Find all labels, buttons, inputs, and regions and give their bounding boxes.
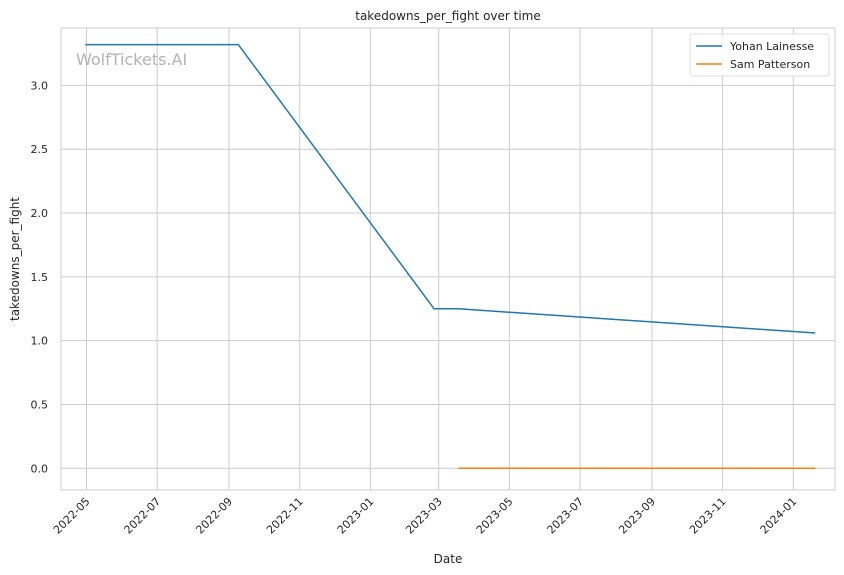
y-tick-labels: 0.0 0.5 1.0 1.5 2.0 2.5 3.0: [31, 79, 49, 475]
y-tick-label: 2.5: [31, 143, 49, 156]
y-tick-label: 0.5: [31, 398, 49, 411]
legend: Yohan Lainesse Sam Patterson: [689, 33, 830, 77]
y-tick-label: 3.0: [31, 79, 49, 92]
x-gridlines: [85, 28, 794, 490]
series-lines: [85, 43, 816, 470]
y-tick-label: 1.5: [31, 271, 49, 284]
y-tick-label: 0.0: [31, 462, 49, 475]
y-tick-label: 2.0: [31, 207, 49, 220]
legend-box: [689, 33, 830, 77]
chart-title: takedowns_per_fight over time: [355, 9, 541, 23]
y-tick-label: 1.0: [31, 335, 49, 348]
x-axis-label: Date: [434, 552, 463, 566]
plot-area: [60, 27, 836, 491]
y-gridlines: [61, 84, 835, 469]
y-axis-label: takedowns_per_fight: [8, 197, 22, 321]
legend-label: Yohan Lainesse: [729, 40, 814, 53]
watermark-text: WolfTickets.AI: [76, 50, 187, 69]
series-line-0: [85, 43, 816, 334]
legend-label: Sam Patterson: [730, 58, 810, 71]
